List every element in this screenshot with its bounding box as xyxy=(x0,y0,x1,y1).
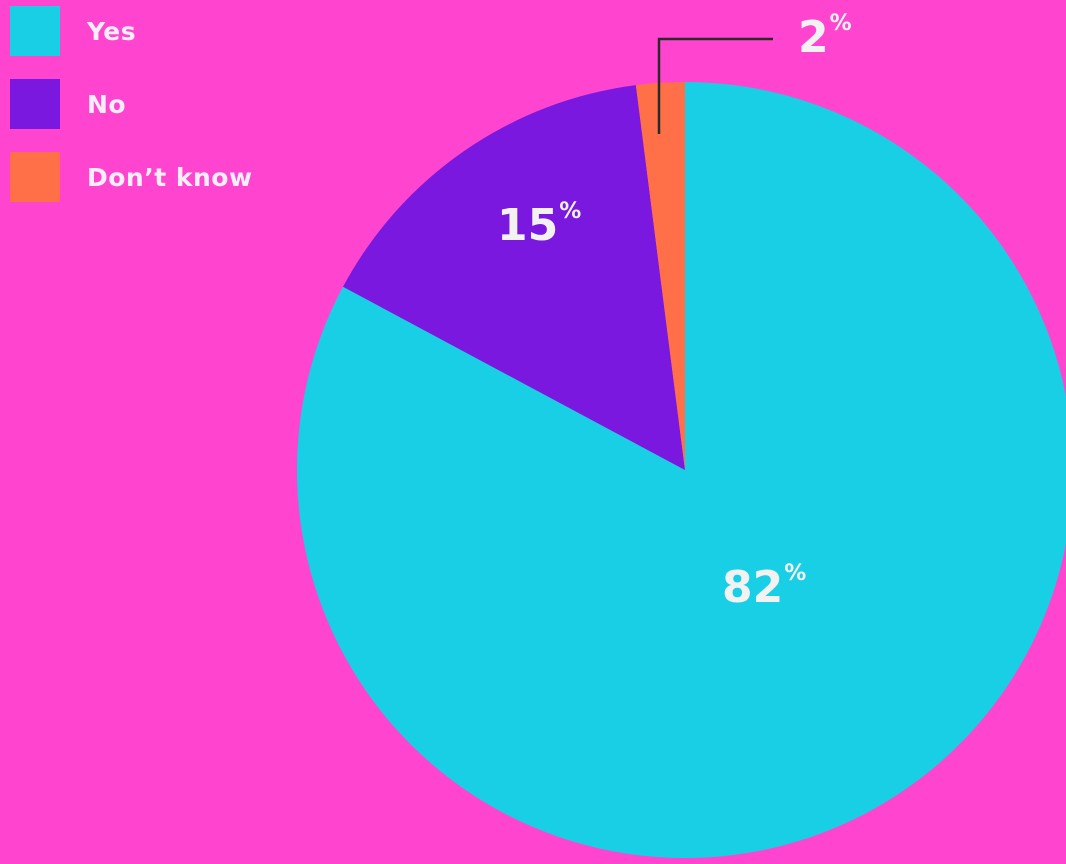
data-label-no: 15% xyxy=(497,201,581,248)
legend-swatch-dont-know xyxy=(10,152,60,202)
legend-item-yes: Yes xyxy=(10,6,253,56)
data-label-dont-know-value: 2 xyxy=(798,12,829,63)
data-label-yes-value: 82 xyxy=(722,562,784,613)
pie-slice-yes xyxy=(297,82,1066,858)
legend-label-no: No xyxy=(87,89,127,119)
legend-item-dont-know: Don’t know xyxy=(10,152,253,202)
legend-swatch-yes xyxy=(10,6,60,56)
data-label-dont-know: 2% xyxy=(798,13,852,60)
legend-label-dont-know: Don’t know xyxy=(87,162,253,192)
legend-swatch-no xyxy=(10,79,60,129)
pie-slice-no xyxy=(343,85,685,471)
data-label-no-unit: % xyxy=(559,199,582,224)
data-label-no-value: 15 xyxy=(497,200,559,251)
data-label-yes: 82% xyxy=(722,563,806,610)
legend-item-no: No xyxy=(10,79,253,129)
data-label-yes-unit: % xyxy=(784,561,807,586)
data-label-dont-know-unit: % xyxy=(829,11,852,36)
leader-line-dont-know xyxy=(657,37,773,134)
legend: Yes No Don’t know xyxy=(10,6,253,225)
legend-label-yes: Yes xyxy=(87,16,137,46)
pie-slice-dont-know xyxy=(635,82,685,470)
